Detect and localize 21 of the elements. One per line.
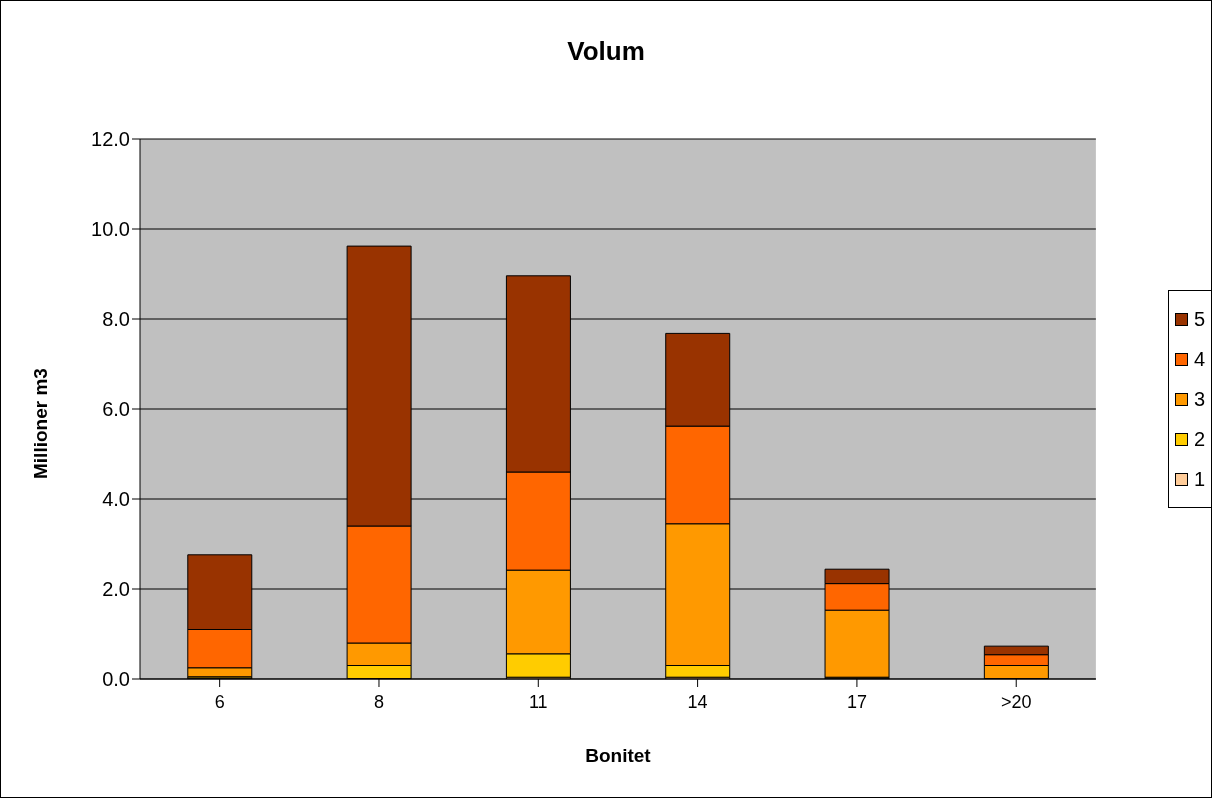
y-tick-label: 8.0 — [102, 308, 130, 331]
y-tick-label: 0.0 — [102, 668, 130, 691]
legend-label: 1 — [1193, 467, 1205, 491]
x-tick-label: 11 — [528, 691, 548, 712]
x-tick-label: 6 — [214, 691, 225, 712]
y-axis-title: Millioner m3 — [29, 368, 51, 479]
y-tick-label: 6.0 — [102, 398, 130, 421]
legend-label: 4 — [1193, 347, 1205, 371]
x-tick-label: 8 — [373, 691, 384, 712]
y-tick-label: 2.0 — [102, 578, 130, 601]
y-tick-label: 4.0 — [102, 488, 130, 511]
y-tick-label: 10.0 — [91, 218, 130, 241]
chart-title: Volum — [566, 36, 646, 67]
legend-label: 5 — [1193, 307, 1205, 331]
x-tick-label: 14 — [687, 691, 708, 712]
x-axis-title: Bonitet — [585, 745, 652, 767]
y-tick-label: 12.0 — [91, 128, 130, 151]
legend-label: 3 — [1193, 387, 1205, 411]
x-tick-label: >20 — [1000, 691, 1032, 712]
x-tick-label: 17 — [846, 691, 867, 712]
legend-label: 2 — [1193, 427, 1205, 451]
